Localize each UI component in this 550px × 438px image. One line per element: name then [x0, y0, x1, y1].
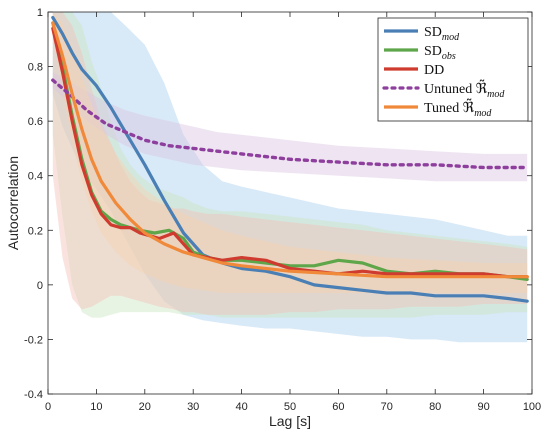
line-tuned — [51, 21, 529, 279]
band-tuned — [52, 12, 528, 293]
x-tick-label: 40 — [235, 401, 247, 413]
x-tick-label: 80 — [429, 401, 441, 413]
y-tick-label: -0.2 — [24, 334, 43, 346]
x-tick-label: 30 — [187, 401, 199, 413]
series-lines — [51, 15, 529, 303]
x-tick-label: 0 — [45, 401, 51, 413]
band-untuned — [52, 72, 528, 182]
x-tick-label: 100 — [523, 401, 541, 413]
x-tick-label: 20 — [139, 401, 151, 413]
line-untuned — [51, 78, 529, 170]
x-tick-label: 10 — [90, 401, 102, 413]
x-tick-label: 60 — [332, 401, 344, 413]
band-dd — [52, 12, 528, 315]
y-tick-label: 0.2 — [28, 225, 43, 237]
x-tick-label: 90 — [477, 401, 489, 413]
legend-label-dd: DD — [424, 63, 444, 78]
x-axis-label: Lag [s] — [269, 413, 311, 429]
y-tick-label: -0.4 — [24, 389, 43, 401]
line-sd_mod — [51, 15, 529, 303]
x-tick-label: 70 — [381, 401, 393, 413]
legend-label-sd_mod: SDmod — [424, 25, 460, 43]
confidence-bands — [52, 12, 528, 343]
band-sd_mod — [52, 12, 528, 343]
y-tick-label: 0.4 — [28, 171, 43, 183]
axes: 0 10 20 30 40 50 60 70 80 90 100 -0.4 -0.2 0 0.2 0.4 0.6… — [24, 7, 541, 413]
legend-label-tuned: Tuned ℜ̃mod — [424, 98, 492, 119]
y-tick-label: 1 — [37, 7, 43, 19]
y-axis-label: Autocorrelation — [5, 156, 21, 250]
y-tick-label: 0 — [37, 280, 43, 292]
legend-label-untuned: Untuned ℜ̃mod — [424, 79, 505, 100]
y-tick-label: 0.6 — [28, 116, 43, 128]
y-tick-label: 0.8 — [28, 62, 43, 74]
legend-label-sd_obs: SDobs — [424, 44, 456, 62]
x-tick-label: 50 — [284, 401, 296, 413]
band-sd_obs — [52, 12, 528, 318]
